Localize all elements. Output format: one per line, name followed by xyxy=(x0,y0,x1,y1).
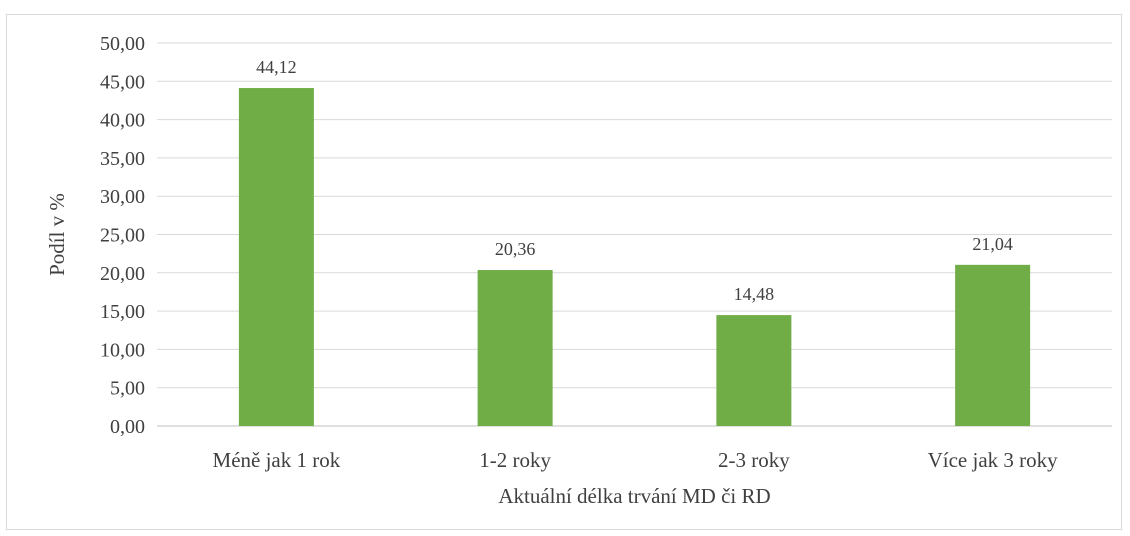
chart-frame xyxy=(6,14,1122,530)
x-category-label: 2-3 roky xyxy=(718,448,790,472)
y-tick-label: 20,00 xyxy=(100,263,145,285)
y-tick-label: 5,00 xyxy=(110,378,145,400)
y-tick-label: 15,00 xyxy=(100,301,145,323)
x-category-label: Méně jak 1 rok xyxy=(213,448,341,472)
bar xyxy=(477,270,553,426)
y-axis-title: Podíl v % xyxy=(45,193,69,276)
bar xyxy=(955,264,1031,426)
y-tick-label: 40,00 xyxy=(100,110,145,132)
bar xyxy=(716,315,792,426)
y-tick-label: 35,00 xyxy=(100,148,145,170)
y-tick-label: 25,00 xyxy=(100,225,145,247)
bar-value-label: 21,04 xyxy=(972,234,1013,254)
bar xyxy=(238,88,314,426)
x-axis-category-labels: Méně jak 1 rok 1-2 roky 2-3 roky Více jak 3… xyxy=(213,448,1059,472)
bar-value-label: 20,36 xyxy=(495,239,536,259)
gridlines xyxy=(157,42,1112,427)
data-labels: 44,12 20,36 14,48 21,04 xyxy=(256,57,1013,304)
y-tick-label: 0,00 xyxy=(110,416,145,438)
y-axis-tick-labels: 0,00 5,00 10,00 15,00 20,00 25,00 30,00 35,00 40… xyxy=(100,33,145,438)
y-tick-label: 50,00 xyxy=(100,33,145,55)
x-category-label: Více jak 3 roky xyxy=(928,448,1059,472)
y-tick-label: 10,00 xyxy=(100,339,145,361)
bars xyxy=(238,88,1031,426)
bar-value-label: 44,12 xyxy=(256,57,297,77)
y-tick-label: 30,00 xyxy=(100,186,145,208)
x-category-label: 1-2 roky xyxy=(479,448,551,472)
bar-value-label: 14,48 xyxy=(734,284,775,304)
y-tick-label: 45,00 xyxy=(100,71,145,93)
x-axis-title: Aktuální délka trvání MD či RD xyxy=(498,484,770,508)
